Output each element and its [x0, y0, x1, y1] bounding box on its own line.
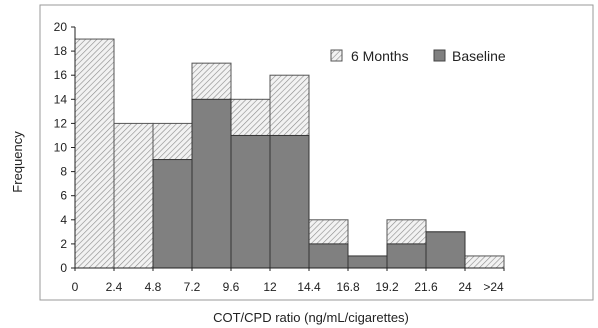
- x-tick-label: >24: [483, 280, 504, 294]
- legend-swatch-baseline: [433, 49, 446, 62]
- y-axis-title: Frequency: [10, 131, 25, 193]
- bar-6-months-0: [74, 38, 115, 269]
- y-tick-label: 4: [60, 213, 67, 227]
- y-tick-label: 0: [60, 261, 67, 275]
- x-tick-label: 21.6: [414, 280, 438, 294]
- y-tick-label: 2: [60, 237, 67, 251]
- legend-label-6-months: 6 Months: [351, 48, 409, 64]
- x-tick-label: 19.2: [375, 280, 399, 294]
- bar-baseline-7: [347, 255, 388, 269]
- y-tick-label: 12: [54, 116, 68, 130]
- axes-group: [71, 26, 505, 271]
- legend: 6 Months Baseline: [330, 48, 506, 64]
- x-tick-label: 9.6: [223, 280, 240, 294]
- x-tick-label: 2.4: [106, 280, 123, 294]
- x-tick-label: 14.4: [297, 280, 321, 294]
- bar-6-months-1: [113, 122, 154, 269]
- bar-6-months-10: [464, 255, 505, 269]
- y-tick-labels: 0 2 4 6 8 10 12 14 16 18 20: [54, 20, 68, 275]
- bar-baseline-8: [386, 243, 427, 269]
- y-tick-label: 6: [60, 189, 67, 203]
- plot-frame: [39, 4, 594, 301]
- legend-label-baseline: Baseline: [452, 48, 506, 64]
- bar-baseline-5: [269, 134, 310, 269]
- x-tick-label: 4.8: [145, 280, 162, 294]
- y-tick-label: 8: [60, 165, 67, 179]
- y-tick-label: 20: [54, 20, 68, 34]
- x-tick-label: 0: [72, 280, 79, 294]
- bar-baseline-3: [191, 98, 232, 269]
- x-tick-label: 12: [263, 280, 277, 294]
- bar-baseline-6: [308, 243, 349, 269]
- bar-baseline-9: [425, 231, 466, 269]
- bars-group: [74, 38, 505, 269]
- bar-baseline-4: [230, 134, 271, 269]
- x-tick-labels: 0 2.4 4.8 7.2 9.6 12 14.4 16.8 19.2 21.6 24 >24: [72, 280, 504, 294]
- legend-swatch-6-months: [330, 49, 343, 62]
- bar-baseline-2: [152, 159, 193, 269]
- x-axis-title: COT/CPD ratio (ng/mL/cigarettes): [213, 310, 409, 325]
- y-tick-label: 10: [54, 141, 68, 155]
- x-tick-label: 16.8: [336, 280, 360, 294]
- x-tick-label: 24: [458, 280, 472, 294]
- y-tick-label: 18: [54, 44, 68, 58]
- y-tick-label: 16: [54, 68, 68, 82]
- y-tick-label: 14: [54, 92, 68, 106]
- x-tick-label: 7.2: [184, 280, 201, 294]
